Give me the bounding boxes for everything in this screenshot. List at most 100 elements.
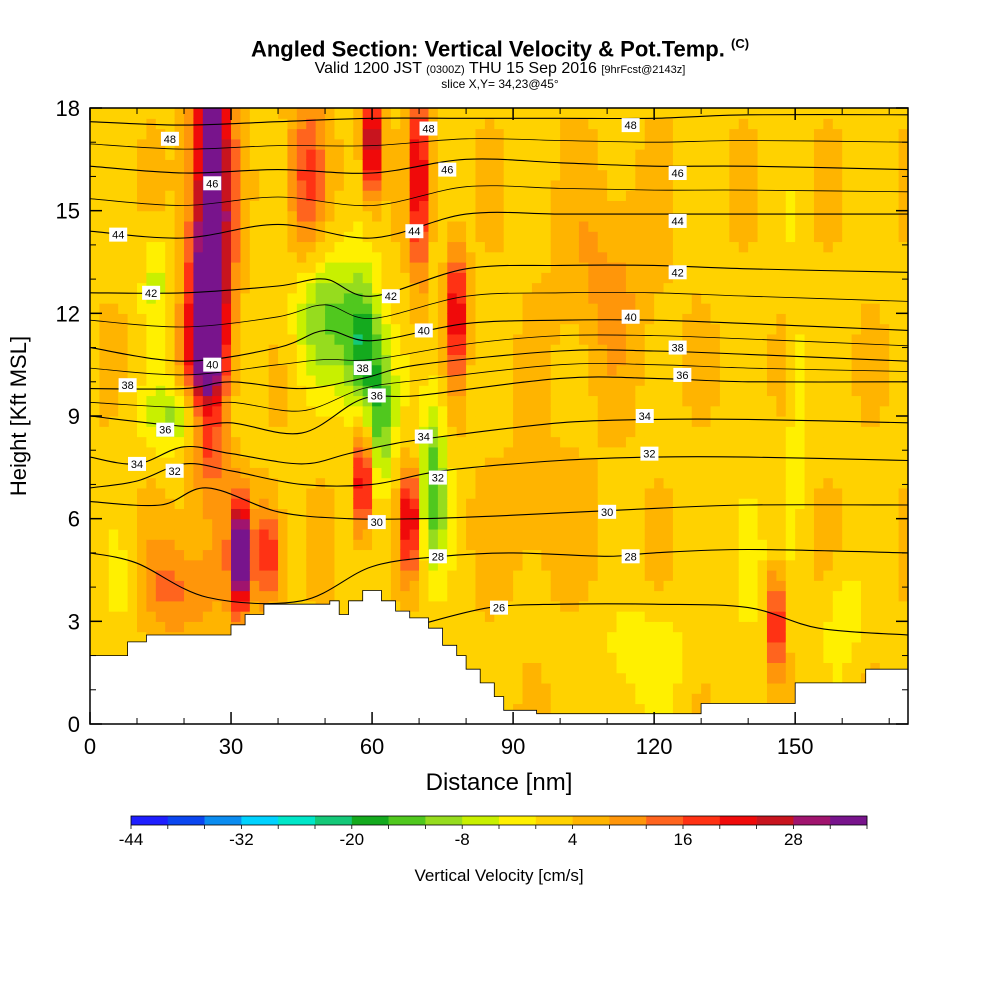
velocity-cell [616,539,627,551]
velocity-cell [428,508,439,520]
velocity-cell [165,344,176,355]
velocity-cell [390,149,401,160]
velocity-cell [118,457,129,468]
velocity-cell [531,652,542,663]
velocity-cell [90,292,100,304]
velocity-cell [306,333,317,345]
velocity-cell [813,374,824,386]
velocity-cell [522,364,533,376]
velocity-cell [343,385,354,397]
velocity-cell [719,395,730,407]
velocity-cell [757,570,768,581]
velocity-cell [146,344,157,355]
velocity-cell [560,477,571,489]
velocity-cell [90,590,100,602]
velocity-cell [184,272,195,284]
velocity-cell [372,416,383,427]
velocity-cell [635,282,646,294]
velocity-cell [409,292,420,304]
velocity-cell [795,426,806,438]
velocity-cell [701,559,712,571]
velocity-cell [315,457,326,468]
velocity-cell [550,313,561,325]
velocity-cell [644,128,655,140]
velocity-cell [137,385,148,397]
velocity-cell [466,631,477,643]
velocity-cell [118,477,129,489]
velocity-cell [494,138,505,150]
velocity-cell [635,446,646,458]
velocity-cell [672,693,683,705]
velocity-cell [155,590,166,602]
velocity-cell [860,436,871,448]
velocity-cell [607,518,618,530]
velocity-cell [550,128,561,140]
velocity-cell [287,467,298,479]
velocity-cell [531,570,542,581]
velocity-cell [221,282,232,294]
velocity-cell [127,303,138,314]
velocity-cell [184,570,195,581]
velocity-cell [757,354,768,366]
velocity-cell [804,580,815,592]
velocity-cell [174,580,185,592]
velocity-cell [400,549,411,561]
velocity-cell [663,600,674,612]
velocity-cell [757,467,768,479]
velocity-cell [644,118,655,130]
velocity-cell [409,108,420,119]
velocity-cell [541,662,552,674]
velocity-cell [484,303,495,314]
velocity-cell [475,467,486,479]
velocity-cell [578,149,589,160]
velocity-cell [785,190,796,201]
velocity-cell [860,662,871,674]
velocity-cell [654,303,665,314]
velocity-cell [691,508,702,520]
velocity-cell [268,159,279,171]
velocity-cell [90,446,100,458]
velocity-cell [334,467,345,479]
velocity-cell [654,179,665,191]
velocity-cell [466,118,477,130]
velocity-cell [400,487,411,499]
velocity-cell [616,354,627,366]
velocity-cell [625,405,636,417]
velocity-cell [804,426,815,438]
velocity-cell [325,446,336,458]
velocity-cell [588,570,599,581]
velocity-cell [813,241,824,253]
velocity-cell [842,159,853,171]
velocity-cell [108,323,119,335]
velocity-cell [240,518,251,530]
velocity-cell [428,138,439,150]
velocity-cell [672,416,683,427]
velocity-cell [701,549,712,561]
velocity-cell [437,374,448,386]
velocity-cell [569,590,580,602]
velocity-cell [851,251,862,263]
velocity-cell [625,539,636,551]
velocity-cell [804,570,815,581]
velocity-cell [729,200,740,212]
velocity-cell [484,621,495,633]
velocity-cell [428,169,439,181]
velocity-cell [155,220,166,232]
velocity-cell [748,662,759,674]
velocity-cell [287,149,298,160]
velocity-cell [654,385,665,397]
velocity-cell [541,323,552,335]
velocity-cell [484,149,495,160]
velocity-cell [409,364,420,376]
velocity-cell [202,446,213,458]
velocity-cell [691,693,702,705]
velocity-cell [174,364,185,376]
velocity-cell [456,611,467,622]
velocity-cell [400,518,411,530]
velocity-cell [221,518,232,530]
velocity-cell [268,231,279,243]
velocity-cell [240,498,251,509]
velocity-cell [475,364,486,376]
velocity-cell [682,693,693,705]
velocity-cell [795,241,806,253]
